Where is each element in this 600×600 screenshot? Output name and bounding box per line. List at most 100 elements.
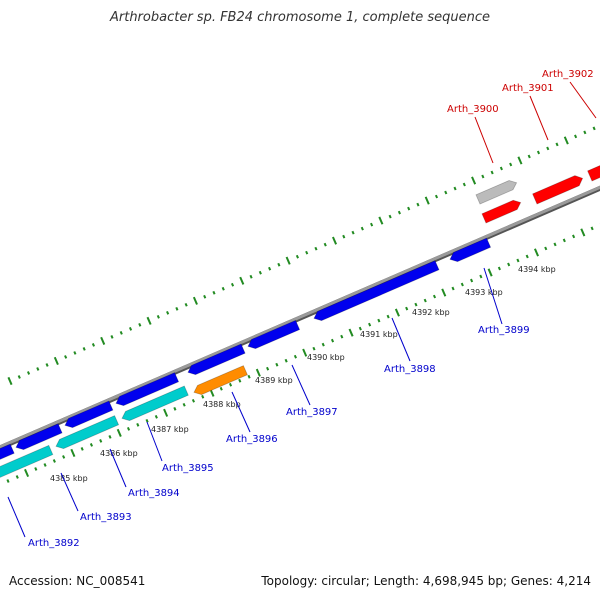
minor-tick [434,194,439,199]
gene-label-Arth_3898[interactable]: Arth_3898 [384,364,436,375]
minor-tick [583,130,587,135]
gene-arrow-Arth_3899[interactable] [449,237,492,263]
minor-tick [108,435,112,439]
gene-label-Arth_3901[interactable]: Arth_3901 [502,83,554,94]
minor-tick [572,234,576,239]
reverse-tick-row [6,223,600,483]
gene-label-Arth_3900[interactable]: Arth_3900 [447,104,499,115]
major-tick [239,276,245,285]
major-tick [100,336,106,345]
minor-tick [43,463,47,467]
gene-labels: Arth_3892 Arth_3893 Arth_3894 Arth_3895 Arth… [7,69,597,549]
minor-tick [397,210,401,215]
minor-tick [340,334,344,339]
minor-tick [295,254,299,259]
gene-label-Arth_3897[interactable]: Arth_3897 [286,407,338,418]
gene-label-Arth_3895[interactable]: Arth_3895 [162,463,214,474]
minor-tick [15,475,19,479]
scale-label: 4389 kbp [255,376,293,385]
minor-tick [432,294,437,299]
gene-arrow-blue-a[interactable] [0,443,15,460]
minor-tick [184,302,188,307]
major-tick [146,316,152,325]
gene-arrow-Arth_3902[interactable] [587,165,600,182]
minor-tick [175,306,179,311]
minor-tick [460,282,464,287]
minor-tick [128,327,133,331]
minor-tick [330,338,335,343]
gene-arrow-Arth_3895[interactable] [115,372,180,407]
gene-label-Arth_3896[interactable]: Arth_3896 [226,434,278,445]
minor-tick [156,314,160,319]
gene-arrow-Arth_3894[interactable] [121,385,189,422]
forward-tick-row [7,126,596,386]
gene-label-Arth_3897-leader [291,364,311,406]
minor-tick [590,226,594,231]
gene-label-Arth_3894-leader [109,448,127,488]
minor-tick [110,335,114,339]
gene-arrow-Arth_3892[interactable] [0,444,54,478]
major-tick [394,308,400,317]
minor-tick [323,242,327,247]
major-tick [7,376,13,386]
minor-tick [191,398,195,403]
minor-tick [249,274,253,279]
gene-label-Arth_3899-leader [483,267,503,325]
gene-label-Arth_3893[interactable]: Arth_3893 [80,512,132,523]
gene-track [0,165,600,478]
major-tick [302,348,308,357]
minor-tick [73,351,77,355]
gene-label-Arth_3893-leader [60,472,79,512]
gene-label-Arth_3892[interactable]: Arth_3892 [28,538,80,549]
minor-tick [386,314,390,319]
major-tick [517,156,523,165]
minor-tick [293,354,297,359]
major-tick [471,176,477,185]
minor-tick [358,326,362,331]
minor-tick [82,347,86,351]
minor-tick [516,258,520,263]
gene-label-Arth_3894[interactable]: Arth_3894 [128,488,180,499]
minor-tick [574,134,578,139]
map-title: Arthrobacter sp. FB24 chromosome 1, comp… [109,10,491,25]
major-tick [285,256,291,265]
major-tick [563,136,569,145]
gene-arrow-Arth_3898[interactable] [313,260,440,322]
gene-label-Arth_3902-leader [569,81,597,119]
gene-label-Arth_3901-leader [529,95,549,141]
gene-arrow-blue-b[interactable] [15,423,63,451]
major-tick [163,408,169,417]
scale-label: 4393 kbp [465,288,503,297]
topology-text: Topology: circular; Length: 4,698,945 bp… [261,574,591,588]
gene-arrow-Arth_3901[interactable] [532,175,584,205]
minor-tick [507,262,511,267]
gene-arrow-Arth_3893[interactable] [55,415,120,450]
gene-arrow-Arth_3900[interactable] [475,180,518,205]
gene-label-Arth_3899[interactable]: Arth_3899 [478,325,530,336]
gene-arrow-Arth_3896[interactable] [193,365,248,396]
gene-arrow-forward-red-a[interactable] [481,199,522,224]
minor-tick [407,206,411,211]
minor-tick [17,375,21,379]
minor-tick [342,234,346,239]
minor-tick [266,366,270,371]
minor-tick [481,174,485,179]
minor-tick [228,382,233,387]
minor-tick [416,202,420,207]
minor-tick [499,166,503,171]
minor-tick [553,242,557,247]
minor-tick [451,286,455,291]
minor-tick [203,294,207,299]
gene-arrow-blue-c[interactable] [64,400,114,429]
minor-tick [268,266,272,271]
scale-label: 4388 kbp [203,400,241,409]
gene-label-Arth_3902[interactable]: Arth_3902 [542,69,594,80]
minor-tick [45,363,49,367]
gene-arrow-blue-d[interactable] [187,343,246,376]
scale-label: 4385 kbp [50,474,88,483]
minor-tick [509,162,513,167]
minor-tick [360,226,364,231]
gene-arrow-Arth_3897[interactable] [247,319,301,350]
minor-tick [527,154,531,159]
